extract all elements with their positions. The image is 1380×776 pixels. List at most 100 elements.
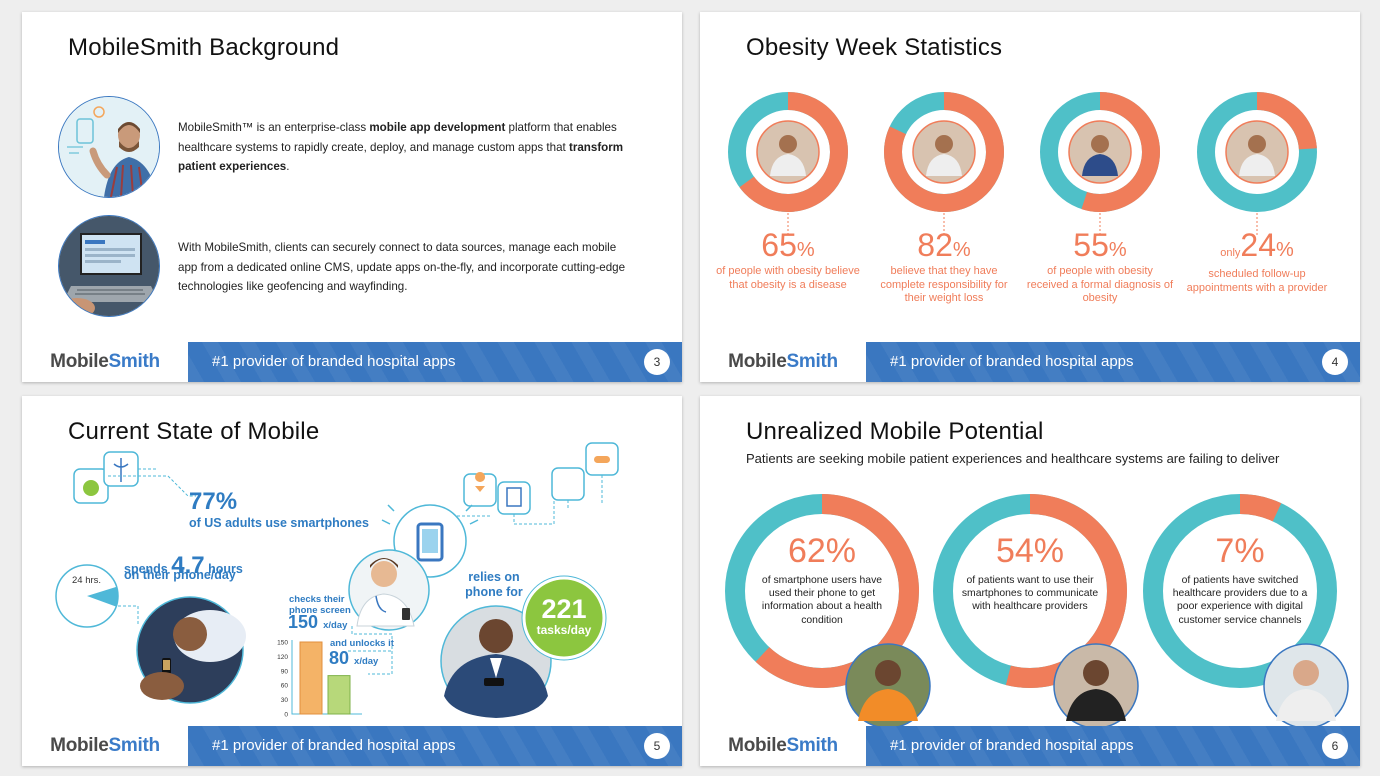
page-number: 6 [1322,733,1348,759]
adults-smartphone-percent: 77% [189,488,238,515]
bar-chart-tick-label: 120 [277,654,288,661]
patient-donut-charts [725,494,1349,726]
patient-donut-2 [933,494,1127,688]
photo-figure-body [1239,154,1275,176]
bar-chart-bar [299,641,323,715]
patient-stat-value: 54% [995,532,1065,570]
checks-label: checks their phone screen [289,594,351,616]
hours-on-phone-label: on their phone/day [124,568,236,582]
man-in-bed-photo [136,596,246,704]
patient-photo [1053,643,1139,726]
photo-figure-body [1082,154,1118,176]
footer-bar: #1 provider of branded hospital apps 3 [188,342,682,382]
stat-value: only24% [1182,229,1332,269]
patient-stat-value: 62% [787,532,857,570]
footer-tagline: #1 provider of branded hospital apps [212,353,456,370]
footer-bar: #1 provider of branded hospital apps 4 [866,342,1360,382]
footer-tagline: #1 provider of branded hospital apps [212,737,456,754]
page-number: 4 [1322,349,1348,375]
clipboard-icon [497,481,531,515]
obesity-stat-1: 65% of people with obesity believe that o… [713,229,863,292]
patient-stat-description: of patients have switched healthcare pro… [1172,575,1308,626]
stat-description: of people with obesity received a formal… [1026,265,1174,304]
slide-title: Obesity Week Statistics [746,34,1003,61]
stat-percent-sign: % [1275,239,1294,261]
adults-smartphone-label: of US adults use smartphones [189,516,369,530]
slide-5[interactable]: Current State of Mobile [22,396,682,766]
24-hours-label: 24 hrs. [72,575,102,586]
patient-stat-description: of patients want to use their smartphone… [961,575,1099,613]
slide-footer: Mobile Smith #1 provider of branded hospi… [700,342,1360,382]
photo-figure [1248,135,1266,153]
photo-figure [935,135,953,153]
tasks-per-day-badge [521,575,607,661]
obesity-stat-3: 55% of people with obesity received a for… [1025,229,1175,306]
unlocks-value: 80 x/day [329,648,379,668]
doctor-photo [348,549,430,631]
stat-value: 65% [713,229,863,266]
mobilesmith-logo: Mobile Smith [700,726,866,766]
patient-donut-3 [1143,494,1337,688]
patient-donut-1 [725,494,919,688]
bar-chart-bar [327,675,351,715]
tasks-value: 221 [541,594,587,624]
footer-bar: #1 provider of branded hospital apps 6 [866,726,1360,766]
obesity-donut-1 [728,92,848,212]
relies-label: relies on phone for [465,570,523,599]
stat-percent-sign: % [952,239,971,261]
stat-number: 24 [1240,227,1276,263]
donut-value-arc [739,92,848,212]
photo-figure [779,135,797,153]
patient-photo [845,643,931,726]
stat-percent-sign: % [1108,239,1127,261]
bar-chart-tick-label: 0 [284,712,288,719]
stat-description: of people with obesity believe that obes… [716,265,860,291]
unlocks-label: and unlocks it [330,638,394,649]
donut-value-arc [884,92,1004,212]
photo-figure-body [926,154,962,176]
pills-icon [551,467,585,501]
page-number: 5 [644,733,670,759]
slide-subtitle: Patients are seeking mobile patient expe… [746,451,1280,466]
background-paragraph-1: MobileSmith™ is an enterprise-class mobi… [178,121,624,173]
stat-number: 55 [1073,227,1109,263]
slide-footer: Mobile Smith #1 provider of branded hospi… [22,342,682,382]
slide-footer: Mobile Smith #1 provider of branded hospi… [22,726,682,766]
footer-bar: #1 provider of branded hospital apps 5 [188,726,682,766]
bar-chart-tick-label: 90 [281,668,289,675]
donut-value-arc [1081,92,1160,212]
mobilesmith-logo: Mobile Smith [700,342,866,382]
obesity-donut-2 [884,92,1004,212]
patient-stat-value: 7% [1215,532,1265,570]
bar-chart-tick-label: 60 [281,683,289,690]
businessman-photo [440,605,552,718]
obesity-stat-2: 82% believe that they have complete respo… [869,229,1019,306]
slide-title: Current State of Mobile [68,418,320,445]
slide-6[interactable]: Unrealized Mobile Potential Patients are… [700,396,1360,766]
page-number: 3 [644,349,670,375]
obesity-donut-3 [1040,92,1160,212]
slide-4[interactable]: Obesity Week Statistics 65% of people wit… [700,12,1360,382]
footer-tagline: #1 provider of branded hospital apps [890,353,1134,370]
mobilesmith-logo: Mobile Smith [22,342,188,382]
bar-chart-tick-label: 30 [281,697,289,704]
bar-chart-tick-label: 150 [277,640,288,647]
stat-percent-sign: % [796,239,815,261]
patient-stat-description: of smartphone users have used their phon… [761,575,883,626]
donut-value-arc [755,494,919,688]
man-with-phone-photo [58,96,160,198]
slide-3[interactable]: MobileSmith Background MobileSmith™ is a… [22,12,682,382]
mobilesmith-logo: Mobile Smith [22,726,188,766]
obesity-donut-charts [728,92,1317,235]
stat-prefix: only [1220,247,1241,259]
patient-photo [1263,643,1349,726]
tasks-label: tasks/day [536,623,592,637]
donut-value-arc [1256,92,1317,150]
photo-figure-body [770,154,806,176]
footer-tagline: #1 provider of branded hospital apps [890,737,1134,754]
stat-description: scheduled follow-up appointments with a … [1186,268,1328,294]
donut-value-arc [1239,494,1282,522]
stat-value: 82% [869,229,1019,266]
stat-value: 55% [1025,229,1175,266]
stat-number: 65 [761,227,797,263]
